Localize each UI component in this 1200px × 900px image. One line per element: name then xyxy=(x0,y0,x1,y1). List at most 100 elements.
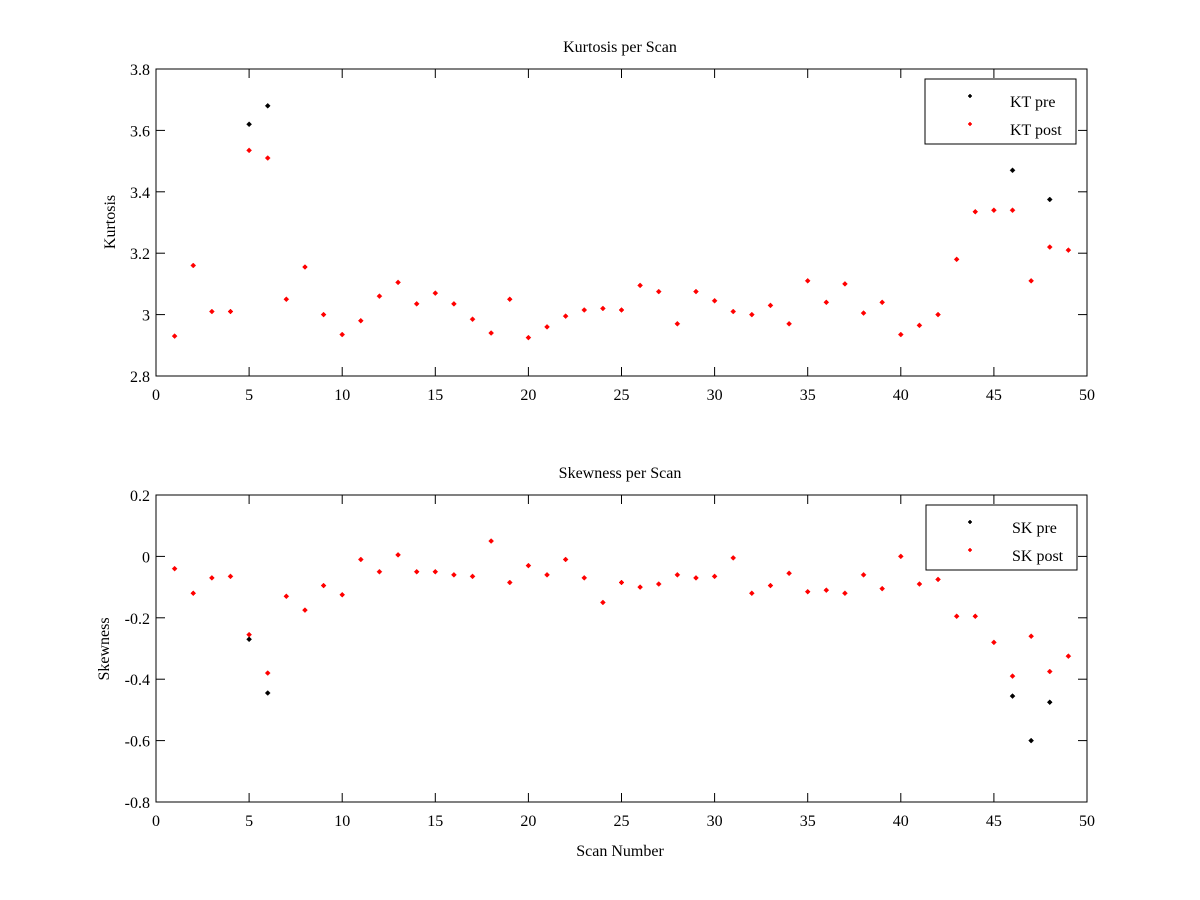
skewness-pre-point xyxy=(1028,737,1034,744)
skewness-post-point xyxy=(897,553,904,560)
skewness-ticks: 0 5 10 15 20 25 30 35 40 45 50 -0.8 -0.6 -0.4 -0.2 0 0.2 xyxy=(125,488,1095,830)
kurtosis-post-point xyxy=(395,279,401,286)
kurtosis-pre-point xyxy=(246,121,252,128)
kurtosis-post-point xyxy=(283,296,290,303)
skewness-panel: Skewness per Scan Skewness Scan Number 0… xyxy=(96,465,1095,860)
skewness-post-point xyxy=(339,591,346,598)
skewness-post-point xyxy=(600,599,606,606)
skewness-x-tick-label: 50 xyxy=(1079,813,1095,830)
kurtosis-pre-point xyxy=(1009,167,1016,174)
skewness-axes xyxy=(155,494,1088,803)
skewness-post-point xyxy=(227,573,234,580)
kurtosis-legend-label-post: KT post xyxy=(1010,122,1062,139)
kurtosis-post-point xyxy=(693,288,699,295)
kurtosis-y-tick-label: 3 xyxy=(142,308,150,325)
kurtosis-post-point xyxy=(320,311,327,318)
kurtosis-x-tick-label: 0 xyxy=(152,387,160,404)
kurtosis-post-point xyxy=(879,299,886,306)
skewness-x-tick-label: 40 xyxy=(893,813,909,830)
skewness-post-point xyxy=(637,584,643,590)
skewness-post-point xyxy=(916,581,923,587)
skewness-post-point xyxy=(991,639,997,646)
kurtosis-post-point xyxy=(953,256,960,263)
kurtosis-x-tick-label: 25 xyxy=(614,387,630,404)
skewness-post-point xyxy=(544,571,550,578)
skewness-post-point xyxy=(860,571,867,578)
kurtosis-ticks: 0 5 10 15 20 25 30 35 40 45 50 2.8 3 3.2 3.4 3.6 3.8 xyxy=(130,62,1095,404)
kurtosis-y-tick-label: 2.8 xyxy=(130,369,150,386)
skewness-pre-point xyxy=(264,690,271,696)
skewness-post-point xyxy=(655,581,662,587)
kurtosis-legend: KT pre KT post xyxy=(924,78,1077,145)
kurtosis-post-point xyxy=(860,310,867,316)
kurtosis-post-point xyxy=(544,324,550,330)
kurtosis-x-tick-label: 15 xyxy=(427,387,443,404)
kurtosis-post-point xyxy=(302,264,308,270)
kurtosis-post-point xyxy=(991,207,997,214)
kurtosis-post-point xyxy=(227,308,234,315)
skewness-post-point xyxy=(1065,653,1072,660)
kurtosis-post-point xyxy=(171,333,178,339)
kurtosis-post-point xyxy=(1046,244,1053,250)
kurtosis-post-point xyxy=(581,307,588,313)
skewness-post-point xyxy=(320,582,327,589)
skewness-post-point xyxy=(302,607,308,613)
kurtosis-post-point xyxy=(1009,207,1016,214)
kurtosis-post-point xyxy=(339,331,346,338)
kurtosis-y-tick-label: 3.2 xyxy=(130,246,150,263)
skewness-x-tick-label: 30 xyxy=(707,813,723,830)
skewness-post-point xyxy=(469,573,476,580)
kurtosis-pre-point xyxy=(1046,196,1053,203)
skewness-post-point xyxy=(283,593,290,600)
kurtosis-post-point xyxy=(897,331,904,338)
skewness-post-point xyxy=(786,570,792,577)
kurtosis-points xyxy=(171,102,1072,341)
skewness-post-point xyxy=(748,590,755,597)
kurtosis-panel: Kurtosis per Scan Kurtosis 0 5 10 15 20 25 30 3… xyxy=(102,39,1095,404)
kurtosis-post-point xyxy=(432,290,439,296)
skewness-post-point xyxy=(581,575,588,581)
skewness-x-tick-label: 10 xyxy=(334,813,350,830)
skewness-post-point xyxy=(432,568,439,575)
kurtosis-pre-point xyxy=(264,102,271,109)
kurtosis-post-point xyxy=(600,305,606,312)
kurtosis-post-point xyxy=(209,308,215,315)
skewness-post-point xyxy=(506,579,513,586)
skewness-y-tick-label: -0.8 xyxy=(125,795,150,812)
kurtosis-post-point xyxy=(1028,277,1034,284)
skewness-pre-point xyxy=(246,636,252,643)
kurtosis-post-point xyxy=(506,296,513,303)
kurtosis-x-tick-label: 50 xyxy=(1079,387,1095,404)
skewness-post-point xyxy=(525,562,532,569)
skewness-x-tick-label: 20 xyxy=(520,813,536,830)
skewness-post-point xyxy=(190,590,197,597)
skewness-post-point xyxy=(804,588,811,595)
skewness-post-point xyxy=(209,575,215,581)
kurtosis-axes xyxy=(155,68,1088,377)
skewness-post-point xyxy=(488,538,495,544)
kurtosis-post-point xyxy=(190,262,197,269)
skewness-x-tick-label: 45 xyxy=(986,813,1002,830)
kurtosis-x-tick-label: 30 xyxy=(707,387,723,404)
skewness-x-tick-label: 15 xyxy=(427,813,443,830)
skewness-post-point xyxy=(823,587,830,594)
skewness-y-tick-label: -0.2 xyxy=(125,611,150,628)
skewness-post-point xyxy=(1028,633,1034,640)
skewness-pre-point xyxy=(1046,699,1053,706)
skewness-post-point xyxy=(842,590,848,597)
skewness-post-point xyxy=(674,571,681,578)
kurtosis-post-point xyxy=(655,288,662,295)
skewness-post-point xyxy=(972,613,979,620)
kurtosis-legend-marker-pre xyxy=(967,93,973,99)
skewness-legend-box xyxy=(925,504,1078,571)
kurtosis-post-point xyxy=(711,297,718,304)
kurtosis-post-point xyxy=(357,317,364,324)
skewness-post-point xyxy=(618,579,625,586)
kurtosis-y-tick-label: 3.6 xyxy=(130,123,150,140)
skewness-legend: SK pre SK post xyxy=(925,504,1078,571)
skewness-x-tick-label: 35 xyxy=(800,813,816,830)
kurtosis-post-point xyxy=(618,307,625,313)
kurtosis-post-point xyxy=(451,301,457,307)
kurtosis-x-tick-label: 10 xyxy=(334,387,350,404)
